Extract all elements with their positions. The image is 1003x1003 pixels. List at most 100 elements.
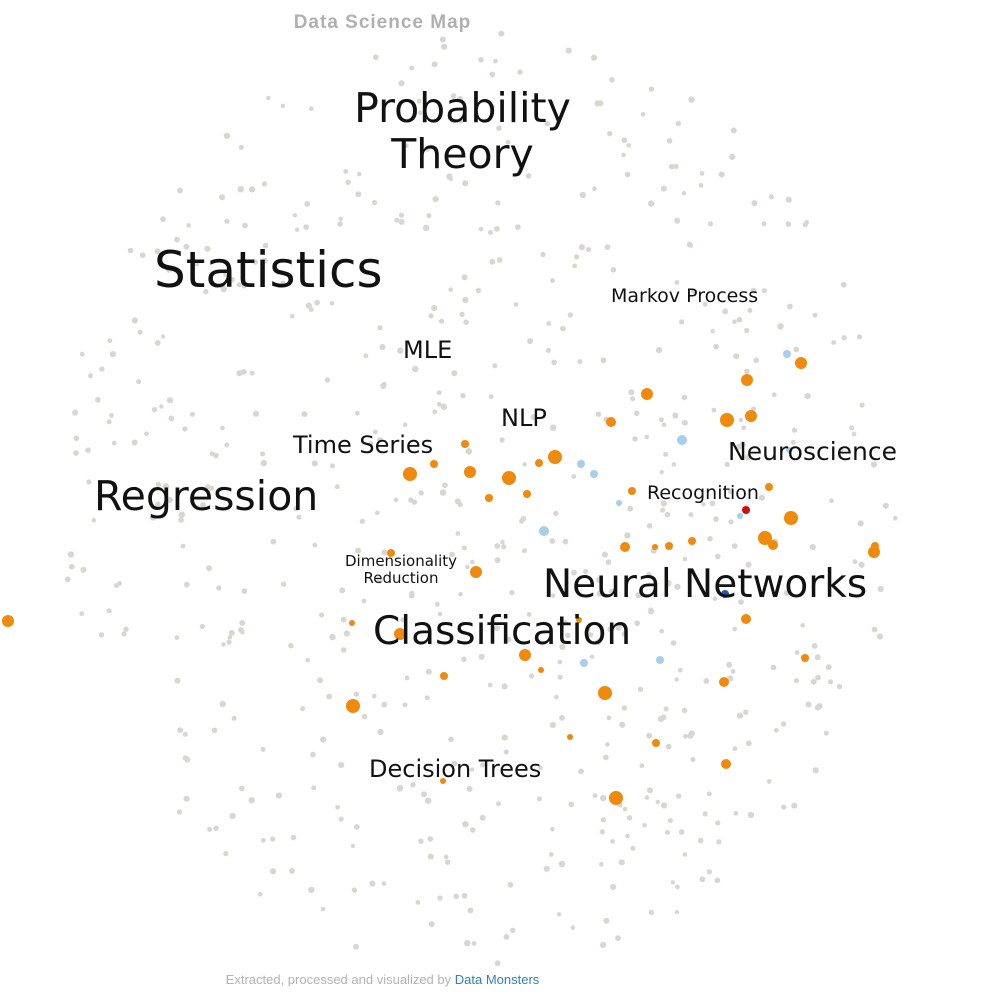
background-point [269, 868, 277, 875]
topic-point [440, 672, 448, 680]
background-point [79, 351, 85, 357]
background-point [540, 251, 546, 258]
topic-point [721, 590, 729, 598]
background-point [162, 483, 170, 490]
background-point [296, 514, 302, 520]
topic-point [580, 659, 588, 667]
background-point [805, 701, 812, 708]
background-point [557, 659, 563, 665]
background-point [398, 212, 405, 218]
background-point [702, 811, 708, 817]
background-point [661, 422, 667, 428]
background-point [376, 577, 383, 584]
background-point [252, 259, 258, 265]
background-point [443, 854, 449, 860]
background-point [489, 104, 495, 110]
background-point [829, 498, 834, 504]
background-point [605, 742, 610, 747]
background-point [785, 196, 792, 203]
background-point [176, 809, 183, 815]
background-point [814, 704, 821, 711]
background-point [178, 511, 185, 518]
background-point [200, 502, 206, 508]
background-point [876, 633, 884, 640]
background-point [226, 639, 232, 645]
background-point [166, 266, 172, 273]
background-point [698, 182, 704, 188]
background-point [550, 278, 555, 284]
topic-point [548, 450, 562, 464]
background-point [437, 895, 443, 901]
topic-point [576, 617, 582, 623]
background-point [280, 280, 286, 286]
background-point [579, 191, 586, 199]
background-point [578, 768, 584, 775]
background-point [258, 892, 263, 897]
background-point [363, 353, 369, 359]
background-point [431, 61, 438, 68]
topic-point [720, 413, 734, 427]
background-point [736, 712, 744, 719]
background-point [640, 112, 646, 117]
background-point [343, 169, 349, 174]
background-point [587, 632, 594, 638]
background-point [604, 244, 611, 251]
background-point [841, 335, 847, 341]
background-point [503, 749, 509, 755]
background-point [810, 678, 817, 685]
background-point [840, 281, 847, 288]
background-point [288, 642, 294, 649]
background-point [605, 559, 612, 565]
topic-point [403, 467, 417, 481]
background-point [592, 793, 598, 798]
background-point [583, 568, 589, 575]
background-point [707, 221, 714, 227]
background-point [398, 80, 405, 87]
background-point [711, 407, 717, 413]
background-point [622, 806, 628, 812]
background-point [351, 887, 358, 893]
background-point [353, 824, 360, 830]
background-point [669, 163, 675, 170]
background-point [248, 797, 255, 804]
background-point [706, 791, 712, 797]
background-point [422, 224, 430, 231]
background-point [131, 317, 138, 324]
background-point [494, 557, 501, 564]
background-point [457, 96, 464, 102]
background-point [709, 500, 716, 507]
footer-brand-link[interactable]: Data Monsters [454, 972, 540, 987]
background-point [79, 611, 85, 617]
background-point [727, 675, 734, 682]
background-point [421, 791, 427, 798]
background-point [831, 340, 836, 345]
background-point [353, 943, 359, 950]
background-point [211, 727, 218, 733]
background-point [488, 394, 494, 399]
background-point [674, 217, 681, 224]
background-point [252, 410, 260, 417]
background-point [109, 413, 114, 418]
background-point [329, 301, 335, 306]
topic-point [535, 459, 543, 467]
background-point [660, 507, 666, 513]
background-point [761, 221, 767, 227]
background-point [686, 241, 693, 248]
background-point [702, 301, 708, 307]
background-point [748, 811, 755, 819]
background-point [238, 627, 244, 633]
background-point [371, 693, 377, 699]
background-point [292, 213, 298, 218]
background-point [461, 656, 467, 662]
topic-point [461, 440, 469, 448]
background-point [219, 700, 226, 708]
background-point [671, 462, 677, 467]
background-point [280, 103, 286, 109]
background-point [780, 721, 787, 727]
background-point [707, 535, 713, 542]
background-point [548, 852, 554, 857]
background-point [462, 180, 469, 187]
background-point [639, 763, 645, 769]
background-point [590, 54, 598, 61]
